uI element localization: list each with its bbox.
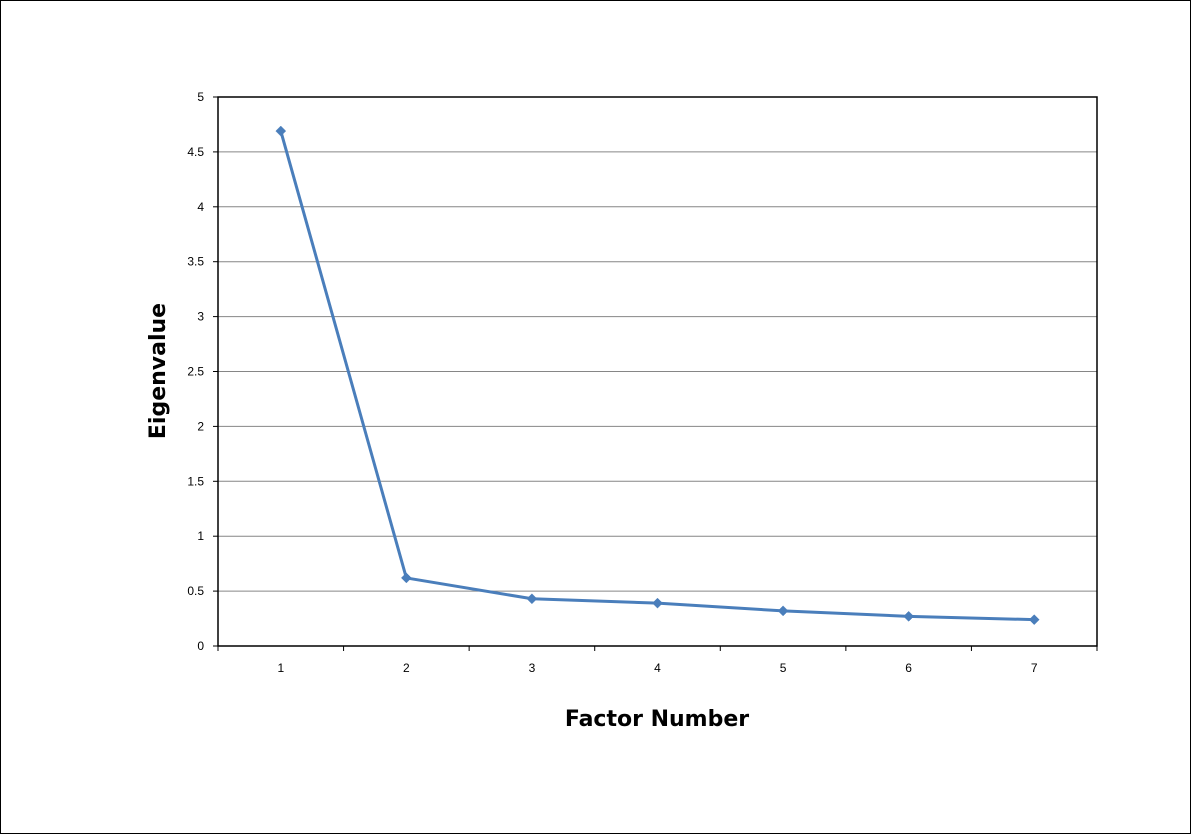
y-tick-label: 2 [197, 419, 204, 433]
y-tick-label: 3 [197, 310, 204, 324]
y-tick-label: 2.5 [187, 365, 204, 379]
data-point [777, 605, 789, 617]
y-tick-label: 3.5 [187, 255, 204, 269]
y-tick-label: 0.5 [187, 584, 204, 598]
data-point [1028, 614, 1040, 626]
data-point [401, 572, 412, 584]
y-tick-label: 4.5 [187, 145, 204, 159]
series-line [279, 130, 1035, 622]
x-axis-title: Factor Number [565, 707, 749, 732]
x-tick-label: 6 [905, 661, 912, 675]
x-axis-ticks: 1 2 3 4 5 6 7 [217, 646, 1098, 675]
data-point [903, 611, 914, 622]
x-tick-label: 7 [1031, 661, 1038, 675]
x-tick-label: 4 [654, 661, 661, 675]
x-tick-label: 2 [403, 661, 410, 675]
data-point [526, 593, 538, 605]
x-tick-label: 5 [780, 661, 787, 675]
data-point [275, 125, 287, 137]
y-tick-label: 1.5 [187, 474, 204, 488]
y-tick-label: 4 [197, 200, 204, 214]
x-tick-label: 1 [277, 661, 284, 675]
x-tick-label: 3 [529, 661, 536, 675]
y-tick-label: 0 [197, 639, 204, 653]
data-point [652, 597, 663, 609]
series-eigenvalue [275, 125, 1040, 626]
y-axis-title: Eigenvalue [146, 303, 171, 439]
y-tick-label: 5 [197, 90, 204, 104]
y-tick-label: 1 [197, 529, 204, 543]
y-axis-ticks: 0 0.5 1 1.5 2 2.5 3 3.5 4 4.5 5 [187, 90, 218, 653]
